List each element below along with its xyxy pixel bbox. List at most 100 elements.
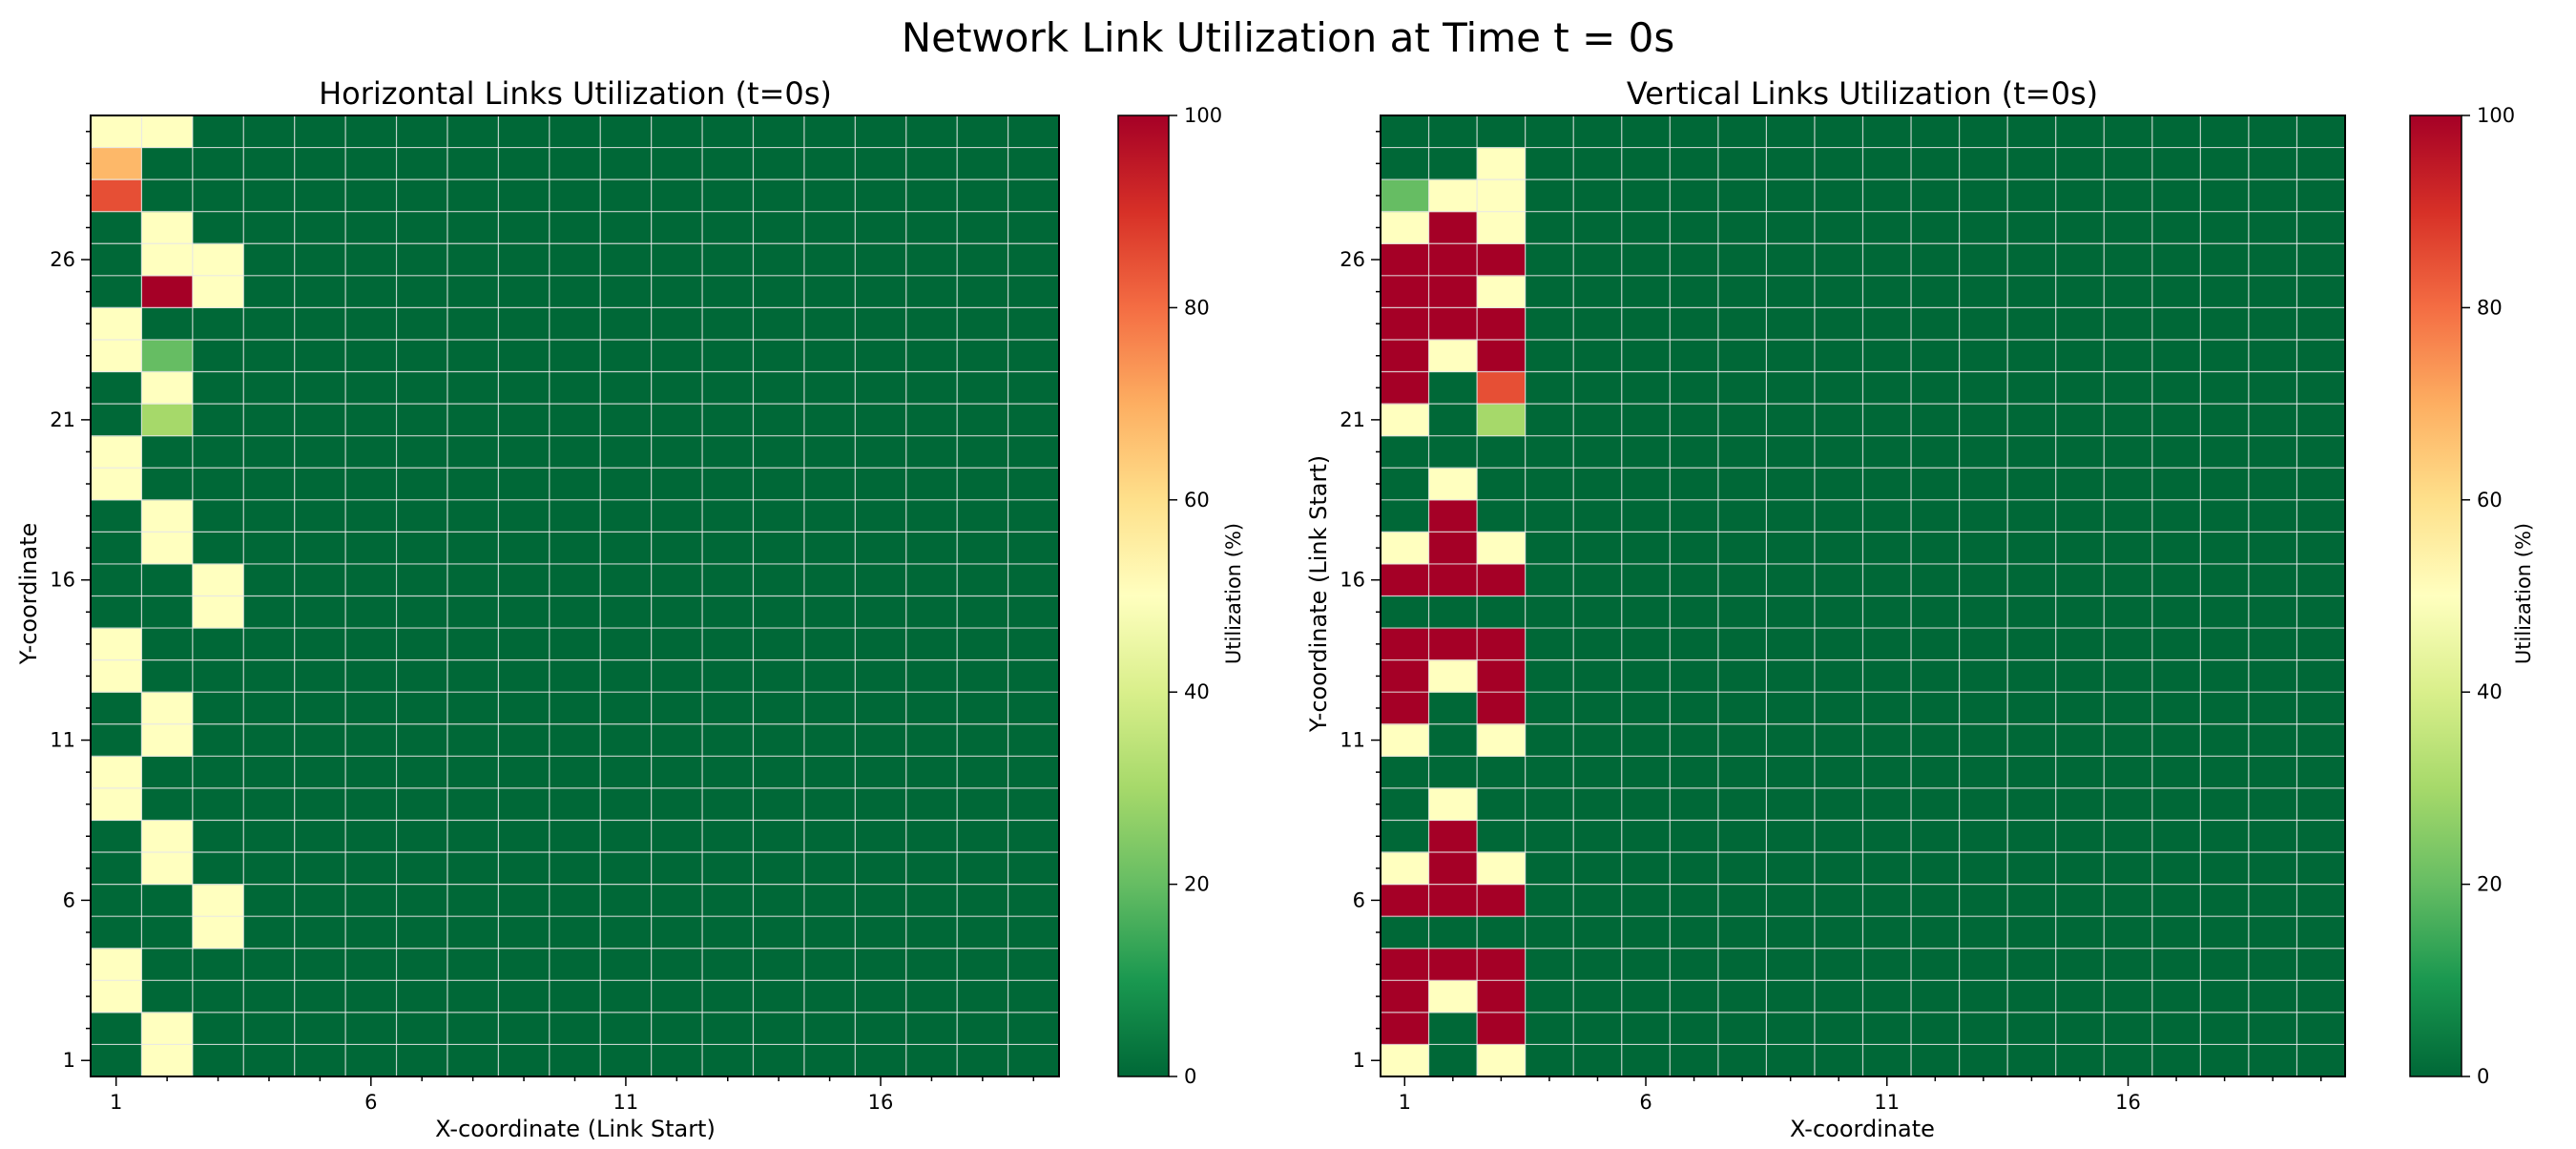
horizontal-cell bbox=[905, 275, 958, 308]
vertical-cell bbox=[1814, 147, 1863, 180]
vertical-cell bbox=[1381, 659, 1430, 693]
horizontal-cell bbox=[1008, 1012, 1060, 1045]
vertical-x-tick-label: 11 bbox=[1874, 1091, 1900, 1114]
vertical-y-tick-label: 21 bbox=[1340, 408, 1365, 431]
horizontal-cell bbox=[549, 243, 601, 277]
horizontal-cell bbox=[294, 820, 346, 853]
vertical-cell bbox=[1573, 980, 1623, 1013]
horizontal-cell bbox=[91, 980, 142, 1013]
horizontal-cell bbox=[91, 532, 142, 565]
horizontal-cell bbox=[345, 532, 398, 565]
horizontal-cell bbox=[447, 563, 499, 596]
horizontal-cell bbox=[855, 628, 907, 661]
vertical-cell bbox=[2248, 307, 2297, 341]
horizontal-cell bbox=[702, 532, 754, 565]
horizontal-cell bbox=[294, 243, 346, 277]
vertical-cell bbox=[1766, 179, 1816, 213]
horizontal-cell bbox=[192, 563, 244, 596]
horizontal-cell bbox=[498, 852, 551, 886]
vertical-cell bbox=[1428, 404, 1478, 437]
horizontal-cell bbox=[855, 852, 907, 886]
horizontal-cell bbox=[957, 147, 1009, 180]
vertical-cell bbox=[1911, 532, 1961, 565]
horizontal-cell bbox=[905, 435, 958, 469]
horizontal-cell bbox=[1008, 659, 1060, 693]
vertical-cell bbox=[1525, 756, 1574, 789]
vertical-cell bbox=[1911, 692, 1961, 725]
horizontal-cell bbox=[91, 595, 142, 629]
vertical-cell bbox=[1477, 339, 1527, 373]
horizontal-cell bbox=[855, 884, 907, 917]
vertical-cell bbox=[2248, 628, 2297, 661]
horizontal-cell bbox=[294, 339, 346, 373]
vertical-cell bbox=[2151, 532, 2201, 565]
horizontal-cell bbox=[1008, 948, 1060, 981]
horizontal-cell bbox=[855, 404, 907, 437]
vertical-cell bbox=[1525, 884, 1574, 917]
horizontal-cell bbox=[345, 1044, 398, 1077]
vertical-cell bbox=[1573, 692, 1623, 725]
horizontal-cell bbox=[803, 275, 856, 308]
vertical-cell bbox=[1911, 723, 1961, 757]
vertical-cell bbox=[2296, 563, 2346, 596]
vertical-cell bbox=[1525, 532, 1574, 565]
horizontal-cell bbox=[957, 371, 1009, 405]
vertical-cell bbox=[1621, 852, 1671, 886]
vertical-cell bbox=[1717, 563, 1767, 596]
horizontal-cell bbox=[702, 628, 754, 661]
vertical-cell bbox=[1862, 852, 1912, 886]
horizontal-cell bbox=[243, 147, 296, 180]
vertical-cell bbox=[1477, 628, 1527, 661]
vertical-cell bbox=[1525, 1044, 1574, 1077]
vertical-cell bbox=[1670, 307, 1719, 341]
vertical-cell bbox=[1959, 659, 2008, 693]
vertical-cell bbox=[1573, 1012, 1623, 1045]
vertical-cell bbox=[2104, 211, 2153, 244]
horizontal-cell bbox=[549, 787, 601, 821]
vertical-cell bbox=[1911, 1044, 1961, 1077]
horizontal-cell bbox=[91, 275, 142, 308]
horizontal-cell bbox=[905, 787, 958, 821]
horizontal-cell bbox=[396, 243, 448, 277]
horizontal-cell bbox=[141, 499, 194, 533]
vertical-cell bbox=[1814, 211, 1863, 244]
horizontal-cell bbox=[549, 147, 601, 180]
horizontal-cell bbox=[141, 1044, 194, 1077]
horizontal-cell bbox=[498, 723, 551, 757]
horizontal-cell bbox=[498, 243, 551, 277]
horizontal-cell bbox=[192, 595, 244, 629]
vertical-cell bbox=[1477, 787, 1527, 821]
vertical-cell bbox=[1573, 147, 1623, 180]
vertical-cell bbox=[1573, 628, 1623, 661]
horizontal-cell bbox=[753, 435, 805, 469]
horizontal-cell bbox=[651, 532, 703, 565]
horizontal-cell bbox=[243, 499, 296, 533]
vertical-cell bbox=[1381, 211, 1430, 244]
vertical-grid bbox=[1381, 115, 2345, 1076]
vertical-cell bbox=[1717, 595, 1767, 629]
horizontal-cell bbox=[294, 468, 346, 501]
vertical-cell bbox=[1621, 787, 1671, 821]
horizontal-cell bbox=[141, 339, 194, 373]
horizontal-cell bbox=[447, 468, 499, 501]
horizontal-cell bbox=[1008, 435, 1060, 469]
horizontal-cell bbox=[396, 275, 448, 308]
vertical-cell bbox=[1381, 532, 1430, 565]
horizontal-cell bbox=[957, 499, 1009, 533]
horizontal-cell bbox=[600, 723, 653, 757]
horizontal-cell bbox=[957, 179, 1009, 213]
horizontal-cell bbox=[345, 852, 398, 886]
vertical-cell bbox=[1477, 307, 1527, 341]
vertical-cell bbox=[2296, 532, 2346, 565]
horizontal-cell bbox=[498, 916, 551, 950]
vertical-cell bbox=[1477, 692, 1527, 725]
horizontal-cell bbox=[91, 628, 142, 661]
vertical-cell bbox=[1670, 884, 1719, 917]
horizontal-cell bbox=[702, 147, 754, 180]
vertical-cell bbox=[1573, 532, 1623, 565]
horizontal-cell bbox=[905, 595, 958, 629]
vertical-cell bbox=[2200, 723, 2250, 757]
horizontal-cell bbox=[803, 179, 856, 213]
vertical-cell bbox=[2104, 371, 2153, 405]
vertical-colorbar-tick-label: 0 bbox=[2477, 1065, 2489, 1088]
